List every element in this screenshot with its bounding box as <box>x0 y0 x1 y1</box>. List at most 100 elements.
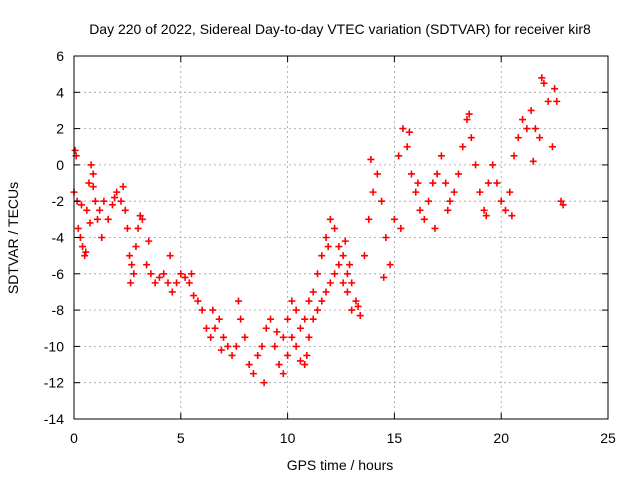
data-point <box>348 279 356 287</box>
data-point <box>164 279 172 287</box>
data-point <box>399 125 407 133</box>
data-point <box>529 157 537 165</box>
data-point <box>273 328 281 336</box>
data-point <box>96 206 104 214</box>
data-point <box>121 206 129 214</box>
data-points <box>70 74 567 387</box>
data-point <box>326 279 334 287</box>
y-tick-label: 4 <box>56 84 64 100</box>
data-point <box>331 224 339 232</box>
data-point <box>83 206 91 214</box>
data-point <box>343 270 351 278</box>
data-point <box>202 324 210 332</box>
data-point <box>215 315 223 323</box>
y-tick-label: -12 <box>44 375 64 391</box>
data-point <box>198 306 206 314</box>
data-point <box>292 306 300 314</box>
data-point <box>147 270 155 278</box>
data-point <box>412 188 420 196</box>
data-point <box>348 306 356 314</box>
data-point <box>77 201 85 209</box>
data-point <box>160 270 168 278</box>
y-tick-label: -4 <box>52 230 65 246</box>
data-point <box>86 219 94 227</box>
data-point <box>450 188 458 196</box>
data-point <box>151 279 159 287</box>
data-point <box>89 183 97 191</box>
data-point <box>249 370 257 378</box>
data-point <box>318 252 326 260</box>
data-point <box>540 79 548 87</box>
x-tick-label: 0 <box>70 430 78 446</box>
data-point <box>119 183 127 191</box>
data-point <box>228 351 236 359</box>
data-point <box>271 342 279 350</box>
data-point <box>405 128 413 136</box>
data-point <box>220 333 228 341</box>
data-point <box>275 361 283 369</box>
data-point <box>459 143 467 151</box>
data-point <box>305 297 313 305</box>
data-point <box>245 361 253 369</box>
x-tick-label: 5 <box>177 430 185 446</box>
y-tick-label: 0 <box>56 157 64 173</box>
data-point <box>301 361 309 369</box>
data-point <box>508 212 516 220</box>
x-tick-label: 15 <box>387 430 403 446</box>
data-point <box>127 279 135 287</box>
data-point <box>369 188 377 196</box>
data-point <box>397 224 405 232</box>
data-point <box>425 197 433 205</box>
data-point <box>553 97 561 105</box>
data-point <box>267 315 275 323</box>
x-tick-label: 10 <box>280 430 296 446</box>
data-point <box>138 215 146 223</box>
data-point <box>284 315 292 323</box>
data-point <box>382 234 390 241</box>
data-point <box>514 134 522 142</box>
data-point <box>187 270 195 278</box>
data-point <box>85 179 93 187</box>
data-point <box>331 270 339 278</box>
data-point <box>288 297 296 305</box>
data-point <box>155 273 163 281</box>
data-point <box>108 201 116 209</box>
data-point <box>93 215 101 223</box>
data-point <box>386 261 394 269</box>
x-axis-label: GPS time / hours <box>287 457 394 473</box>
data-point <box>346 261 354 269</box>
data-point <box>343 288 351 296</box>
data-point <box>177 270 185 278</box>
data-point <box>519 116 527 124</box>
data-point <box>548 143 556 151</box>
y-tick-label: -6 <box>52 266 65 282</box>
data-point <box>559 201 567 209</box>
data-point <box>241 333 249 341</box>
data-point <box>414 179 422 187</box>
data-point <box>232 342 240 350</box>
data-point <box>489 161 497 169</box>
data-point <box>279 370 287 378</box>
data-point <box>454 170 462 178</box>
data-point <box>301 315 309 323</box>
data-point <box>74 224 82 232</box>
data-point <box>136 212 144 220</box>
data-point <box>536 134 544 142</box>
data-point <box>356 312 364 320</box>
y-tick-label: -10 <box>44 338 64 354</box>
data-point <box>433 170 441 178</box>
data-point <box>380 273 388 281</box>
data-point <box>113 188 121 196</box>
data-point <box>339 279 347 287</box>
data-point <box>296 357 304 365</box>
data-point <box>292 342 300 350</box>
x-tick-label: 25 <box>600 430 616 446</box>
data-point <box>326 215 334 223</box>
data-point <box>126 252 134 260</box>
data-point <box>91 197 99 205</box>
data-point <box>100 197 108 205</box>
data-point <box>123 224 131 232</box>
data-point <box>98 234 106 241</box>
data-point <box>224 342 232 350</box>
